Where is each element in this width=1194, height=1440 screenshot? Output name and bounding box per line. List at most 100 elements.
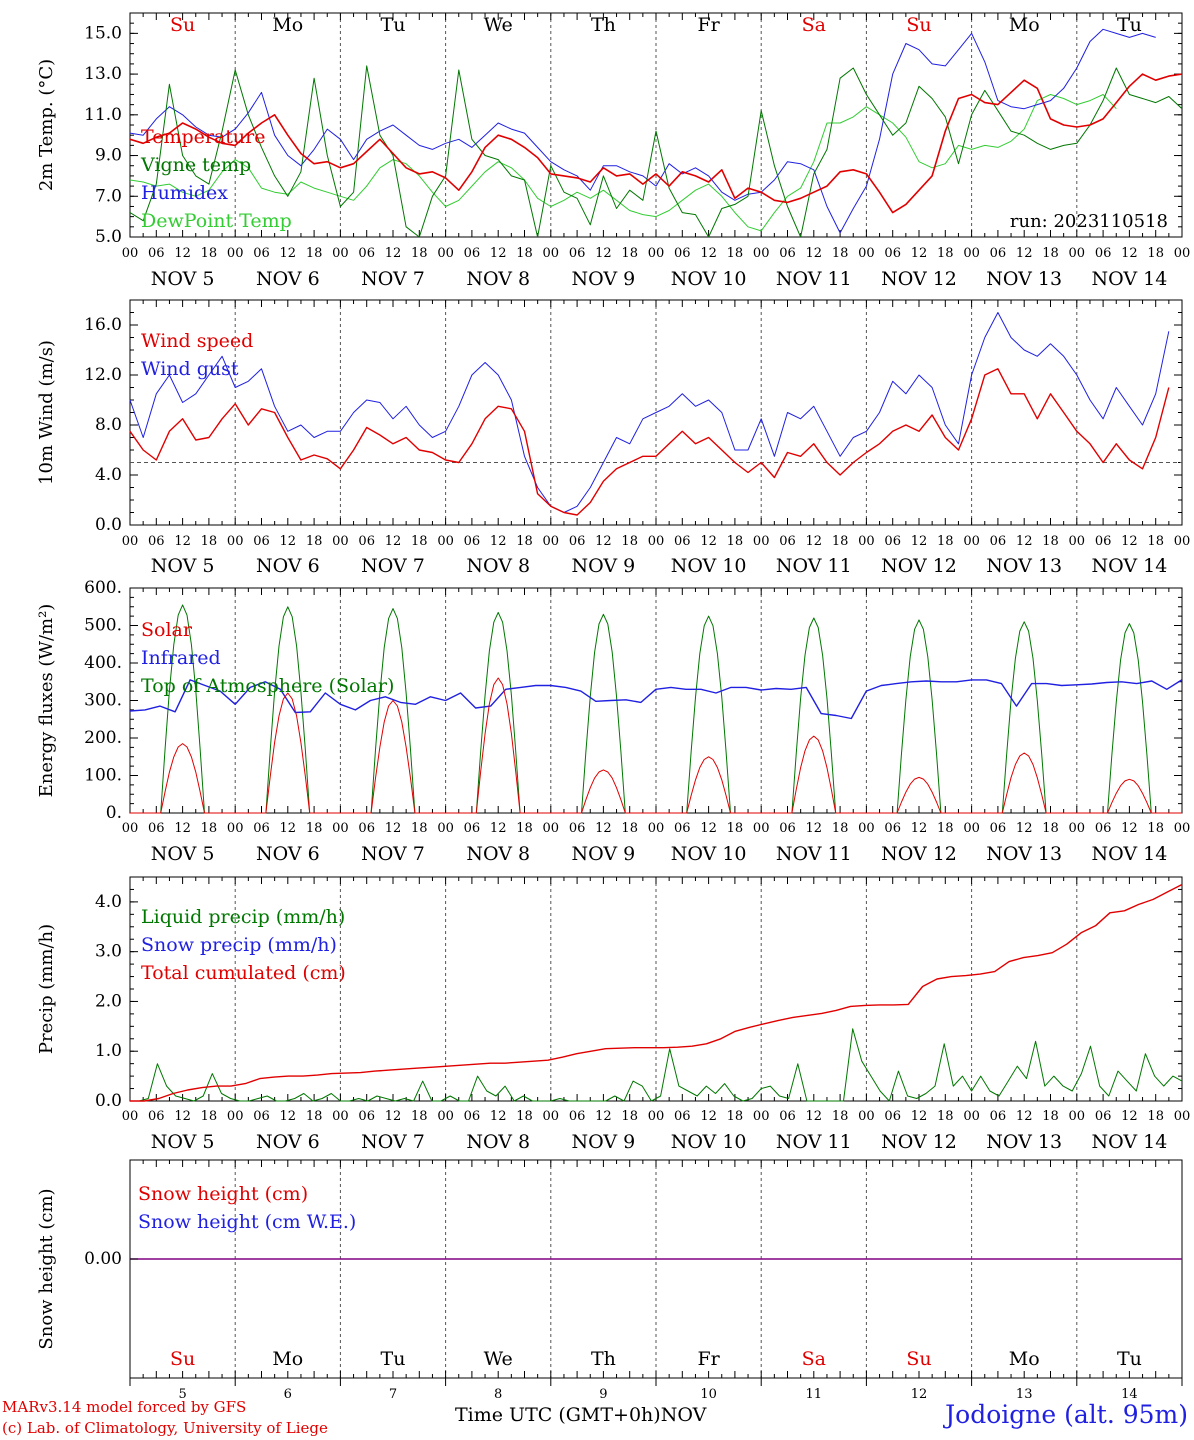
hour-tick-label: 18 bbox=[411, 246, 428, 261]
hour-tick-label: 06 bbox=[253, 1109, 270, 1124]
legend-entry: Temperature bbox=[141, 126, 265, 148]
y-tick-label: 4.0 bbox=[95, 892, 122, 912]
date-label: NOV 7 bbox=[361, 268, 425, 290]
hour-tick-label: 18 bbox=[516, 1109, 533, 1124]
legend-entry: Infrared bbox=[141, 647, 221, 669]
hour-tick-label: 18 bbox=[727, 246, 744, 261]
hour-tick-label: 18 bbox=[306, 821, 323, 836]
hour-tick-label: 06 bbox=[990, 246, 1007, 261]
series-temperature bbox=[130, 73, 1182, 214]
hour-tick-label: 18 bbox=[1042, 246, 1059, 261]
hour-tick-label: 12 bbox=[700, 534, 717, 549]
hour-tick-label: 06 bbox=[990, 534, 1007, 549]
hour-tick-label: 18 bbox=[832, 534, 849, 549]
y-axis-label: Precip (mm/h) bbox=[36, 924, 57, 1054]
hour-tick-label: 06 bbox=[148, 534, 165, 549]
date-label: NOV 11 bbox=[776, 268, 852, 290]
hour-tick-label: 00 bbox=[332, 821, 349, 836]
hour-tick-label: 06 bbox=[358, 246, 375, 261]
hour-tick-label: 18 bbox=[306, 246, 323, 261]
day-number-label: 14 bbox=[1121, 1387, 1138, 1402]
series-liquid-precip bbox=[130, 1028, 1183, 1102]
weekday-label: Tu bbox=[1117, 1348, 1142, 1370]
hour-tick-label: 18 bbox=[306, 534, 323, 549]
hour-tick-label: 00 bbox=[1174, 1109, 1191, 1124]
hour-tick-label: 12 bbox=[385, 821, 402, 836]
hour-tick-label: 06 bbox=[884, 246, 901, 261]
weekday-label: Th bbox=[591, 1348, 616, 1370]
run-label: run: 2023110518 bbox=[1010, 211, 1168, 232]
date-label: NOV 10 bbox=[671, 1131, 747, 1153]
date-label: NOV 8 bbox=[466, 1131, 530, 1153]
y-axis-label: Energy fluxes (W/m²) bbox=[36, 604, 57, 798]
hour-tick-label: 18 bbox=[832, 246, 849, 261]
hour-tick-label: 12 bbox=[1121, 534, 1138, 549]
day-number-label: 9 bbox=[599, 1387, 607, 1402]
hour-tick-label: 12 bbox=[280, 821, 297, 836]
date-label: NOV 6 bbox=[256, 268, 320, 290]
hour-tick-label: 06 bbox=[253, 534, 270, 549]
date-label: NOV 6 bbox=[256, 1131, 320, 1153]
hour-tick-label: 18 bbox=[727, 821, 744, 836]
temperature-lines bbox=[130, 28, 1182, 237]
hour-tick-label: 18 bbox=[1147, 534, 1164, 549]
hour-tick-label: 18 bbox=[516, 246, 533, 261]
hour-tick-label: 18 bbox=[621, 1109, 638, 1124]
legend-entry: Solar bbox=[141, 619, 193, 641]
date-label: NOV 12 bbox=[881, 1131, 957, 1153]
hour-tick-label: 06 bbox=[148, 1109, 165, 1124]
hour-tick-label: 12 bbox=[806, 534, 823, 549]
hour-tick-label: 06 bbox=[990, 821, 1007, 836]
hour-tick-label: 12 bbox=[700, 246, 717, 261]
hour-tick-label: 00 bbox=[122, 246, 139, 261]
hour-tick-label: 06 bbox=[464, 534, 481, 549]
x-axis-title-text: Time UTC (GMT+0h) bbox=[455, 1404, 661, 1426]
y-tick-label: 0. bbox=[106, 803, 122, 823]
y-tick-label: 2.0 bbox=[95, 991, 122, 1011]
hour-tick-label: 12 bbox=[1121, 821, 1138, 836]
panel-frame bbox=[129, 12, 1183, 238]
hour-tick-label: 18 bbox=[1147, 821, 1164, 836]
y-tick-label: 500. bbox=[84, 616, 122, 636]
hour-tick-label: 00 bbox=[332, 1109, 349, 1124]
day-number-label: 10 bbox=[700, 1387, 717, 1402]
hour-tick-label: 06 bbox=[569, 1109, 586, 1124]
hour-tick-label: 00 bbox=[122, 534, 139, 549]
y-tick-label: 11.0 bbox=[84, 105, 122, 125]
hour-tick-label: 12 bbox=[595, 246, 612, 261]
date-label: NOV 6 bbox=[256, 843, 320, 865]
hour-tick-label: 00 bbox=[1174, 821, 1191, 836]
date-label: NOV 5 bbox=[151, 555, 215, 577]
hour-tick-label: 00 bbox=[753, 534, 770, 549]
y-tick-label: 9.0 bbox=[95, 146, 122, 166]
legend-entry: DewPoint Temp bbox=[141, 210, 292, 232]
date-label: NOV 10 bbox=[671, 843, 747, 865]
hour-tick-label: 12 bbox=[174, 534, 191, 549]
hour-tick-label: 00 bbox=[1069, 534, 1086, 549]
weekday-label: Tu bbox=[381, 14, 406, 36]
hour-tick-label: 12 bbox=[700, 821, 717, 836]
hour-tick-label: 06 bbox=[148, 821, 165, 836]
hour-tick-label: 06 bbox=[253, 821, 270, 836]
hour-tick-label: 18 bbox=[306, 1109, 323, 1124]
day-number-label: 11 bbox=[806, 1387, 823, 1402]
y-tick-label: 13.0 bbox=[84, 64, 122, 84]
hour-tick-label: 00 bbox=[543, 246, 560, 261]
panel-5: 0.00 Snow height (cm) Snow height (cm) Snow… bbox=[36, 1159, 1183, 1402]
date-label: NOV 9 bbox=[572, 1131, 636, 1153]
y-tick-label: 16.0 bbox=[84, 315, 122, 335]
hour-tick-label: 12 bbox=[385, 534, 402, 549]
date-label: NOV 7 bbox=[361, 555, 425, 577]
hour-tick-label: 12 bbox=[174, 821, 191, 836]
hour-tick-label: 18 bbox=[621, 246, 638, 261]
hour-tick-label: 06 bbox=[358, 1109, 375, 1124]
hour-tick-label: 12 bbox=[490, 1109, 507, 1124]
hour-tick-label: 18 bbox=[201, 246, 218, 261]
hour-tick-label: 06 bbox=[674, 534, 691, 549]
panel-3: 0. 100. 200. 300. 400. 500. 600. Energy fluxes … bbox=[36, 578, 1190, 865]
series-solar bbox=[130, 677, 1182, 814]
hour-tick-label: 06 bbox=[779, 534, 796, 549]
hour-tick-label: 18 bbox=[727, 1109, 744, 1124]
hour-tick-label: 06 bbox=[464, 246, 481, 261]
